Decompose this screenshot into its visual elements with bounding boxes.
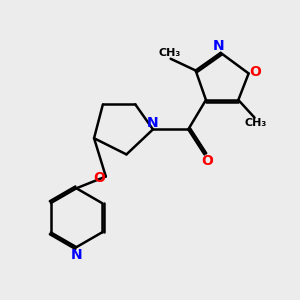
Text: O: O <box>202 154 213 168</box>
Text: O: O <box>249 65 261 79</box>
Text: CH₃: CH₃ <box>158 48 180 58</box>
Text: N: N <box>147 116 159 130</box>
Text: N: N <box>70 248 82 262</box>
Text: N: N <box>212 39 224 53</box>
Text: O: O <box>93 171 105 185</box>
Text: CH₃: CH₃ <box>245 118 267 128</box>
